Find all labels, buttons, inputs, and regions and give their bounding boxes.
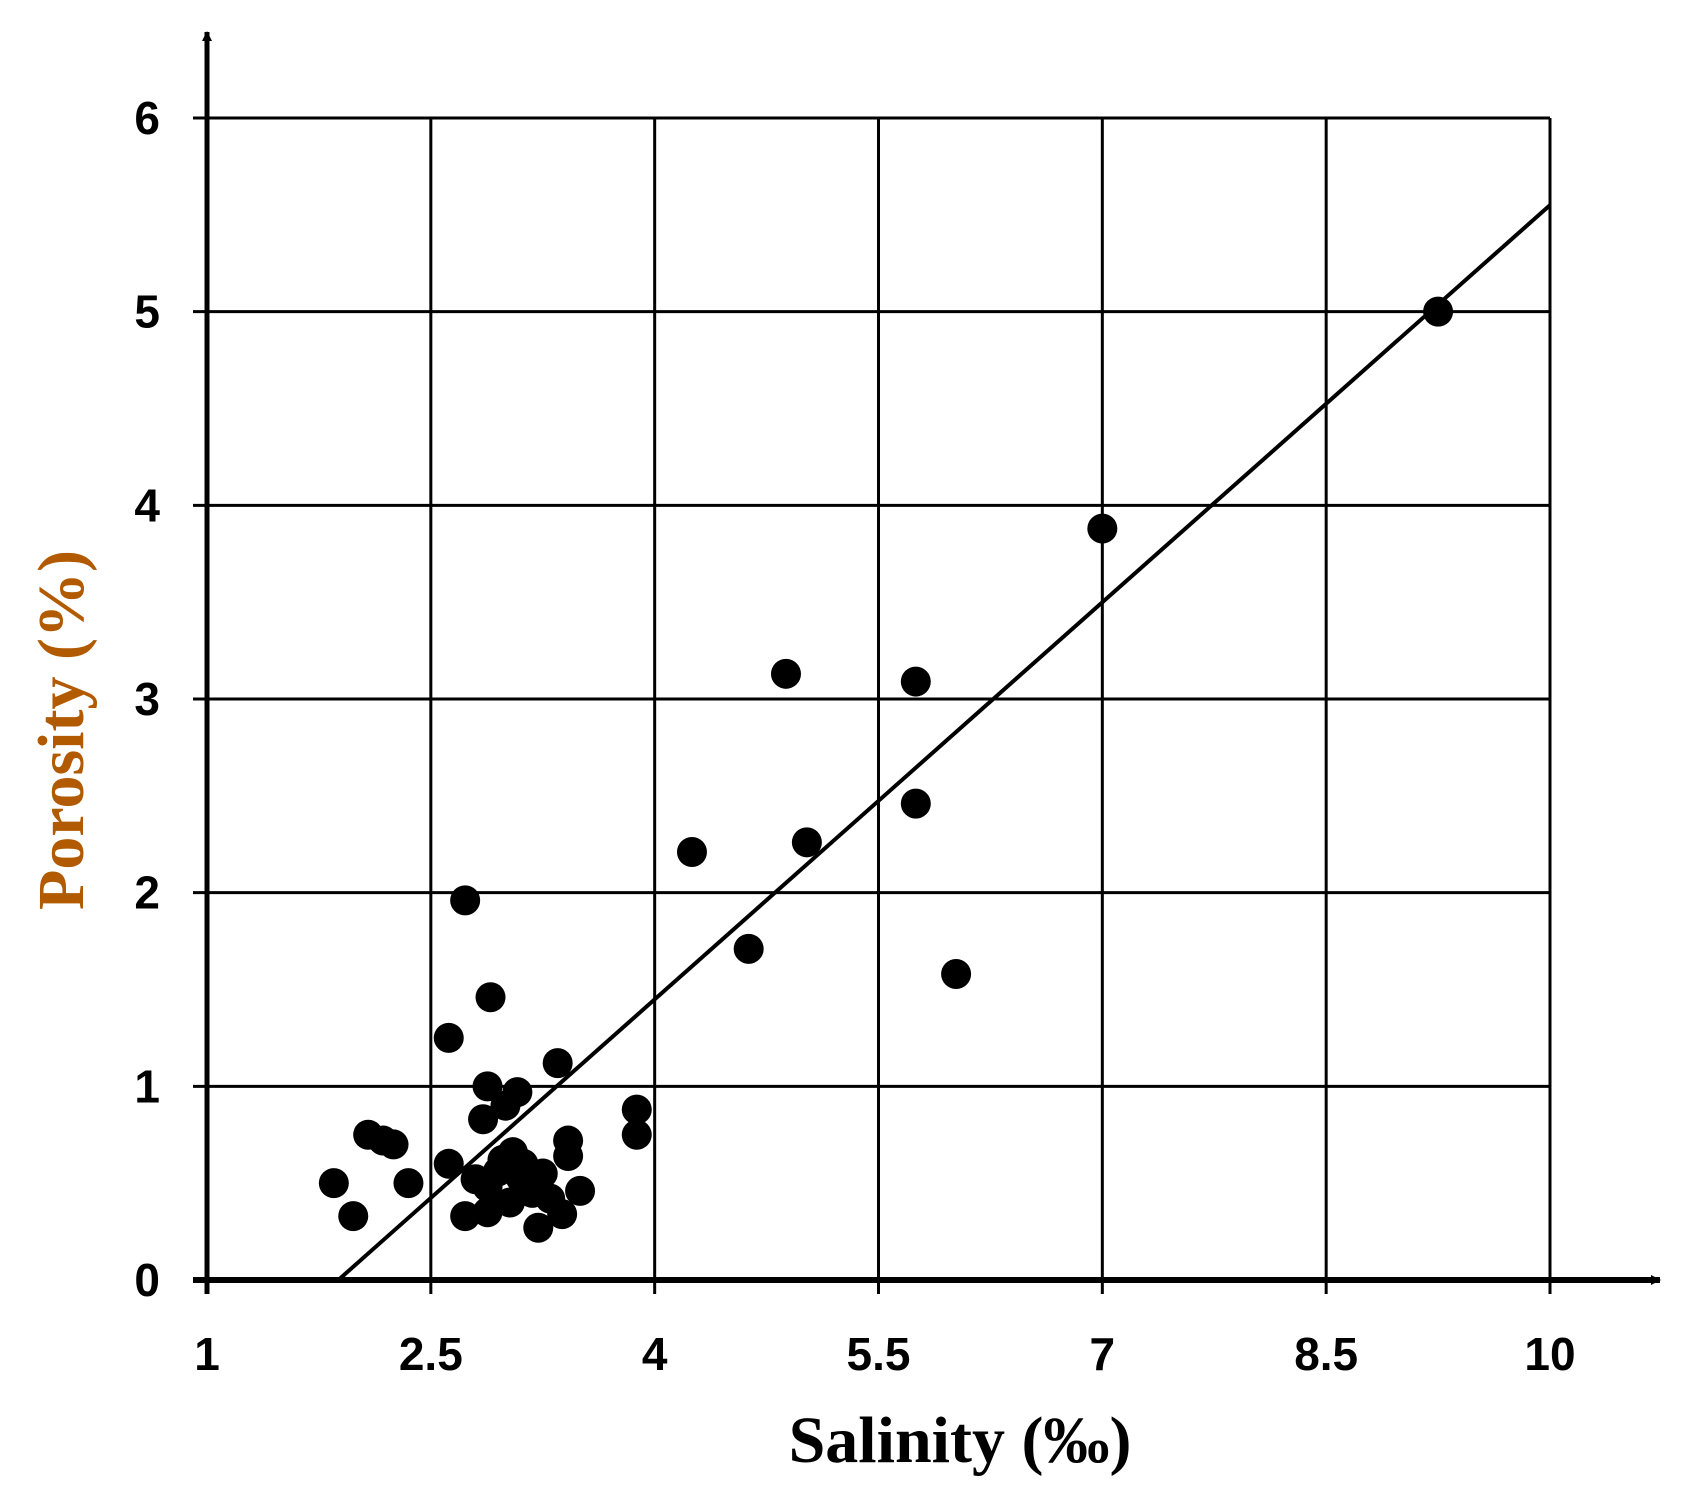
data-point — [676, 836, 707, 867]
y-tick-label: 6 — [134, 92, 160, 144]
data-point — [1423, 296, 1454, 327]
data-points — [318, 296, 1454, 1243]
data-point — [433, 1022, 464, 1053]
data-point — [1087, 513, 1118, 544]
data-point — [338, 1201, 369, 1232]
data-point — [450, 885, 481, 916]
data-point — [553, 1125, 584, 1156]
data-point — [502, 1077, 533, 1108]
data-point — [733, 933, 764, 964]
axes — [193, 31, 1661, 1294]
data-point — [318, 1168, 349, 1199]
data-point — [494, 1187, 525, 1218]
y-tick-label: 1 — [134, 1060, 160, 1112]
trendline — [336, 203, 1552, 1282]
data-point — [770, 658, 801, 689]
data-point — [621, 1094, 652, 1125]
data-point — [450, 1201, 481, 1232]
data-point — [378, 1129, 409, 1160]
data-point — [393, 1168, 424, 1199]
data-point — [523, 1212, 554, 1243]
x-axis-title: Salinity (‰) — [789, 1404, 1132, 1477]
data-point — [791, 827, 822, 858]
data-point — [433, 1148, 464, 1179]
grid-lines — [193, 116, 1552, 1280]
y-tick-label: 0 — [134, 1254, 160, 1306]
trendline-group — [336, 203, 1552, 1282]
data-point — [475, 982, 506, 1013]
y-tick-label: 4 — [134, 479, 160, 531]
data-point — [547, 1199, 578, 1230]
data-point — [900, 788, 931, 819]
x-tick-label: 5.5 — [847, 1328, 911, 1380]
x-tick-label: 8.5 — [1294, 1328, 1358, 1380]
x-tick-label: 2.5 — [399, 1328, 463, 1380]
data-point — [472, 1071, 503, 1102]
y-tick-label: 3 — [134, 673, 160, 725]
y-tick-label: 2 — [134, 867, 160, 919]
y-axis-title: Porosity (%) — [25, 550, 98, 910]
data-point — [900, 666, 931, 697]
data-point — [527, 1158, 558, 1189]
data-point — [941, 959, 972, 990]
y-tick-label: 5 — [134, 286, 160, 338]
x-tick-label: 7 — [1090, 1328, 1116, 1380]
x-tick-label: 10 — [1524, 1328, 1575, 1380]
data-point — [542, 1048, 573, 1079]
x-tick-label: 4 — [642, 1328, 668, 1380]
data-point — [472, 1197, 503, 1228]
x-tick-label: 1 — [194, 1328, 220, 1380]
data-point — [468, 1104, 499, 1135]
data-point — [621, 1119, 652, 1150]
data-point — [565, 1175, 596, 1206]
